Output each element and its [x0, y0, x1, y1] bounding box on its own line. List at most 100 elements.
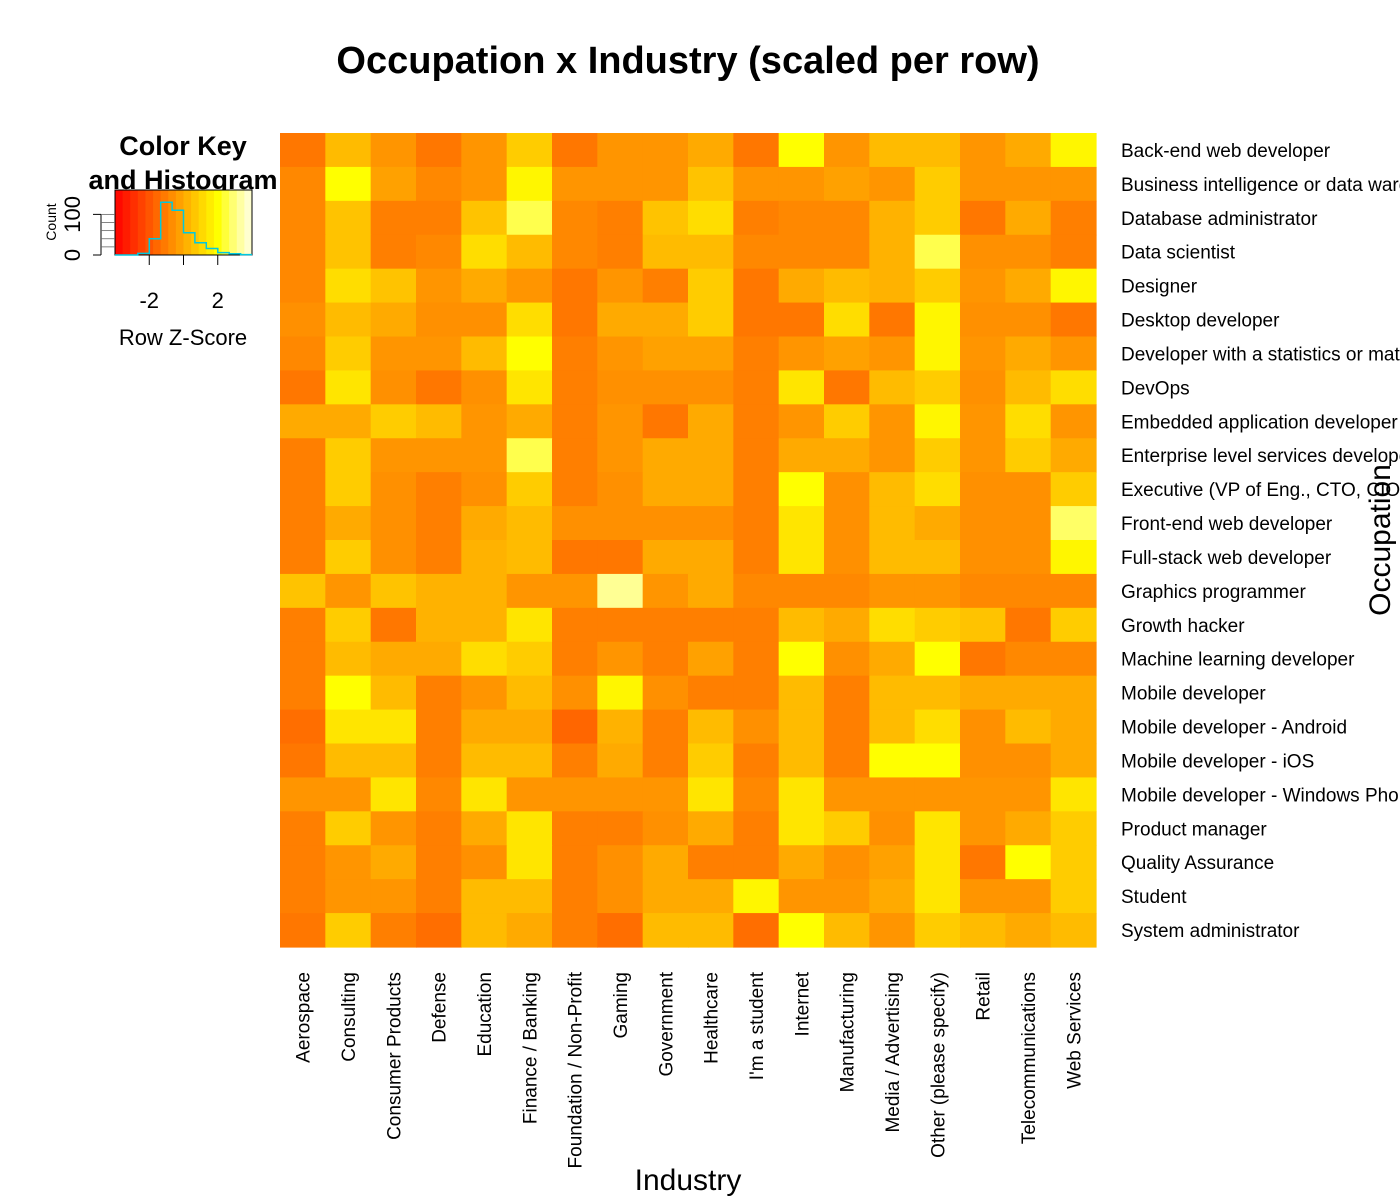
heatmap-cell	[914, 879, 961, 914]
heatmap-cell	[960, 166, 1006, 202]
heatmap-cell	[688, 370, 734, 405]
heatmap-cell	[869, 370, 916, 405]
heatmap-cell	[370, 370, 417, 405]
heatmap-cell	[416, 811, 462, 846]
heatmap-cell	[642, 845, 689, 880]
column-label: Healthcare	[702, 972, 723, 1064]
heatmap-cell	[960, 234, 1006, 270]
heatmap-cell	[552, 743, 598, 779]
heatmap-cell	[506, 811, 553, 846]
heatmap-cell	[597, 166, 644, 202]
heatmap-cell	[597, 641, 644, 677]
heatmap-cell	[869, 234, 916, 270]
heatmap-cell	[733, 370, 780, 405]
heatmap-cell	[824, 234, 870, 270]
heatmap-cell	[778, 200, 825, 236]
heatmap-cell	[1005, 370, 1052, 405]
heatmap-cell	[1050, 675, 1097, 711]
heatmap-cell	[597, 370, 644, 405]
heatmap-cell	[914, 913, 961, 948]
heatmap-cell	[688, 845, 734, 880]
heatmap-cell	[1005, 404, 1052, 439]
heatmap-cell	[552, 506, 598, 541]
heatmap-cell	[597, 438, 644, 473]
heatmap-cell	[778, 404, 825, 439]
heatmap-cell	[280, 845, 326, 880]
heatmap-cell	[733, 811, 780, 846]
color-key-histogram	[115, 201, 252, 256]
heatmap-cell	[1005, 777, 1052, 812]
heatmap-cell	[960, 268, 1006, 304]
heatmap-cell	[824, 641, 870, 677]
heatmap-cell	[778, 675, 825, 711]
heatmap-cell	[733, 302, 780, 338]
heatmap-cell	[325, 675, 372, 711]
heatmap-cell	[960, 811, 1006, 846]
heatmap-cell	[506, 336, 553, 372]
heatmap-cell	[824, 879, 870, 914]
heatmap-cell	[370, 540, 417, 575]
heatmap-cell	[280, 404, 326, 439]
heatmap-cell	[1050, 845, 1097, 880]
row-label: Enterprise level services developer	[1121, 446, 1400, 467]
heatmap-cell	[280, 268, 326, 304]
color-key-y-tick-label: 100	[60, 196, 85, 233]
heatmap-cell	[552, 573, 598, 609]
heatmap-cell	[960, 336, 1006, 372]
color-key-zscore-label: Row Z-Score	[119, 325, 247, 350]
heatmap-cell	[552, 913, 598, 948]
heatmap-cell	[280, 913, 326, 948]
heatmap-cell	[461, 641, 508, 677]
heatmap-cell	[869, 268, 916, 304]
column-labels: Aerospace Consulting Consumer Products Defe…	[294, 971, 1086, 1168]
heatmap-cell	[506, 166, 553, 202]
heatmap-cell	[642, 438, 689, 473]
heatmap-cell	[733, 675, 780, 711]
color-key-band	[160, 190, 169, 255]
heatmap-cell	[506, 268, 553, 304]
heatmap-cell	[778, 709, 825, 745]
heatmap-cell	[688, 472, 734, 507]
heatmap-cell	[552, 200, 598, 236]
heatmap-cell	[416, 370, 462, 405]
heatmap-cell	[733, 879, 780, 914]
heatmap-cell	[325, 845, 372, 880]
heatmap-cell	[325, 540, 372, 575]
heatmap-cell	[642, 200, 689, 236]
heatmap-cell	[325, 472, 372, 507]
color-key-band	[236, 190, 245, 255]
heatmap-cell	[1005, 845, 1052, 880]
color-key-band	[122, 190, 131, 255]
heatmap-cell	[461, 404, 508, 439]
heatmap-cell	[1050, 607, 1097, 643]
heatmap-cell	[461, 268, 508, 304]
heatmap-cell	[280, 641, 326, 677]
heatmap-cell	[869, 336, 916, 372]
heatmap-cell	[280, 743, 326, 779]
heatmap-cell	[642, 302, 689, 338]
heatmap-cell	[778, 268, 825, 304]
heatmap-cell	[280, 234, 326, 270]
heatmap-cell	[1005, 200, 1052, 236]
color-key-band	[183, 190, 192, 255]
heatmap-cell	[688, 709, 734, 745]
heatmap-cell	[461, 913, 508, 948]
heatmap-cell	[642, 166, 689, 202]
heatmap-cell	[552, 540, 598, 575]
heatmap-cell	[325, 166, 372, 202]
heatmap-cell	[914, 641, 961, 677]
column-label: Defense	[430, 972, 451, 1043]
color-key-band	[137, 190, 146, 255]
heatmap-cell	[688, 573, 734, 609]
color-key-band	[213, 190, 223, 255]
heatmap-cell	[325, 133, 372, 168]
y-axis-label: Occupation	[1364, 464, 1397, 616]
heatmap-cell	[869, 641, 916, 677]
heatmap-cell	[914, 438, 961, 473]
heatmap-cell	[1050, 743, 1097, 779]
heatmap-cell	[1005, 743, 1052, 779]
heatmap-cell	[552, 607, 598, 643]
heatmap-cell	[914, 404, 961, 439]
heatmap-cell	[1050, 641, 1097, 677]
